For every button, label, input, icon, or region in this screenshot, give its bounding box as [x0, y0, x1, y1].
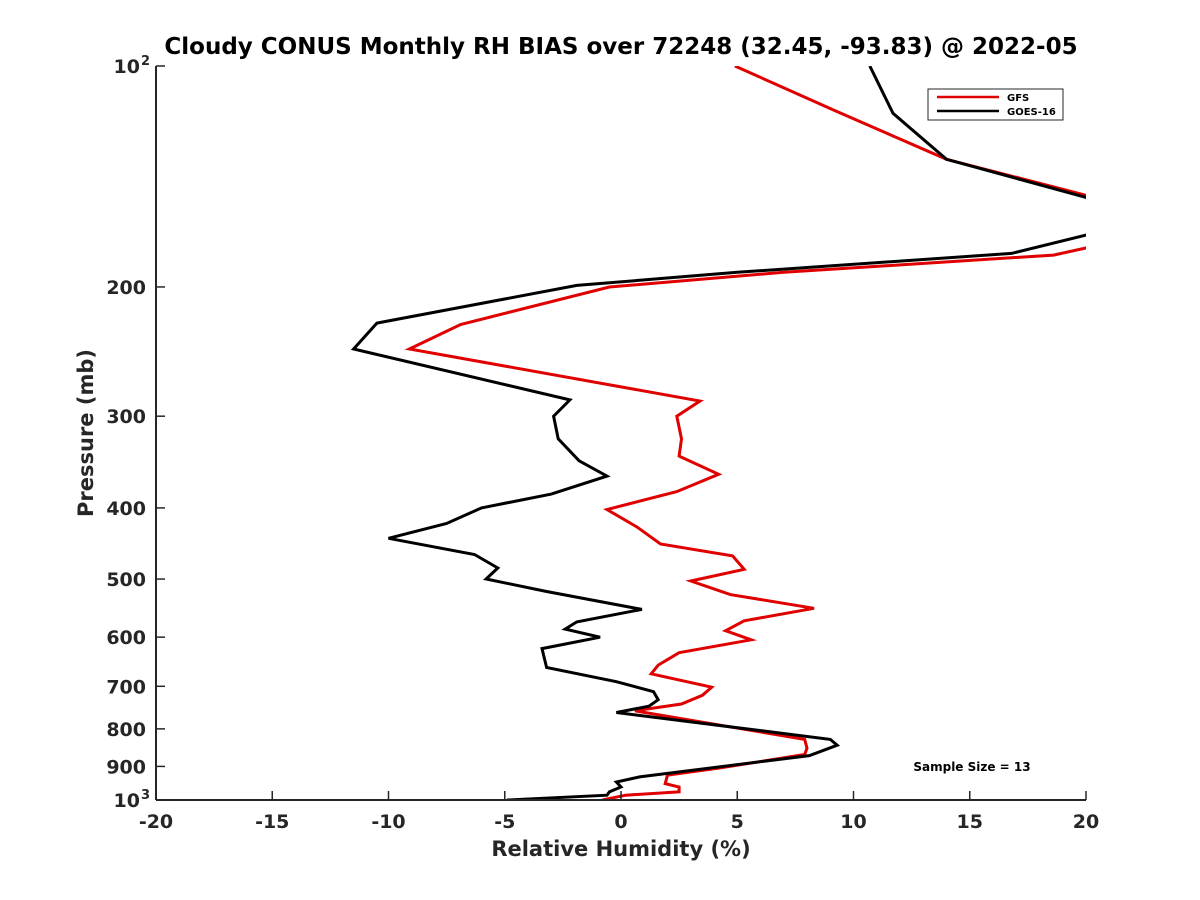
- legend: GFS GOES-16: [927, 88, 1064, 121]
- y-tick-label: 400: [106, 498, 146, 520]
- y-tick-label: 700: [106, 676, 146, 698]
- x-tick-label: -20: [139, 811, 173, 833]
- x-tick-label: 15: [957, 811, 983, 833]
- y-tick-label: 900: [106, 756, 146, 778]
- series-line-goes16: [350, 66, 1086, 800]
- y-tick-exponent: 2: [141, 54, 150, 69]
- y-tick-label: 10: [114, 56, 140, 78]
- series-line-gfs: [404, 66, 1086, 800]
- legend-label-gfs: GFS: [1007, 93, 1029, 104]
- x-tick-label: 10: [840, 811, 866, 833]
- x-ticks: -20 -15 -10 -5 0 5 10 15 20: [139, 791, 1099, 833]
- y-tick-label: 200: [106, 277, 146, 299]
- x-tick-label: 0: [614, 811, 627, 833]
- y-tick-label: 500: [106, 569, 146, 591]
- y-tick-exponent: 3: [141, 788, 150, 803]
- legend-label-goes16: GOES-16: [1007, 107, 1056, 118]
- legend-box: [927, 88, 1064, 121]
- sample-size-annotation: Sample Size = 13: [913, 760, 1030, 774]
- x-tick-label: 20: [1073, 811, 1099, 833]
- y-tick-label: 300: [106, 406, 146, 428]
- y-tick-label: 800: [106, 719, 146, 741]
- x-axis-label: Relative Humidity (%): [491, 837, 750, 861]
- y-axis-label: Pressure (mb): [74, 349, 98, 517]
- x-tick-label: -15: [255, 811, 289, 833]
- x-tick-label: -10: [371, 811, 405, 833]
- x-tick-label: 5: [731, 811, 744, 833]
- axes-layer: [155, 66, 1086, 801]
- chart-title: Cloudy CONUS Monthly RH BIAS over 72248 …: [164, 34, 1077, 60]
- y-tick-label: 600: [106, 627, 146, 649]
- series-layer: [350, 66, 1086, 800]
- y-tick-label: 10: [114, 790, 140, 812]
- x-tick-label: -5: [494, 811, 515, 833]
